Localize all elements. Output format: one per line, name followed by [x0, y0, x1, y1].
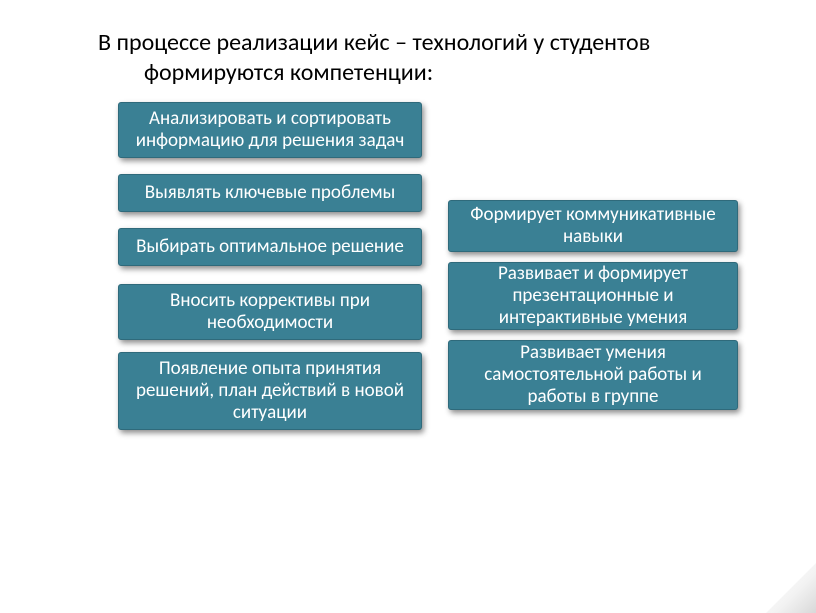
left-box-4-label: Появление опыта принятия решений, план д…	[129, 358, 411, 424]
left-box-1-label: Выявлять ключевые проблемы	[145, 182, 396, 204]
page-curl-decoration	[766, 563, 816, 613]
left-box-2: Выбирать оптимальное решение	[118, 228, 422, 266]
left-box-4: Появление опыта принятия решений, план д…	[118, 352, 422, 430]
right-box-0: Формирует коммуникативные навыки	[448, 200, 738, 252]
left-box-0: Анализировать и сортировать информацию д…	[118, 102, 422, 158]
right-box-0-label: Формирует коммуникативные навыки	[459, 204, 727, 248]
left-box-2-label: Выбирать оптимальное решение	[136, 236, 404, 258]
right-box-1: Развивает и формирует презентационные и …	[448, 262, 738, 330]
right-box-1-label: Развивает и формирует презентационные и …	[459, 263, 727, 329]
left-box-3: Вносить коррективы при необходимости	[118, 284, 422, 340]
title-line1: В процессе реализации кейс – технологий …	[98, 28, 650, 57]
left-box-0-label: Анализировать и сортировать информацию д…	[129, 108, 411, 152]
left-box-1: Выявлять ключевые проблемы	[118, 174, 422, 212]
title-line2: формируются компетенции:	[144, 58, 433, 88]
right-box-2: Развивает умения самостоятельной работы …	[448, 340, 738, 410]
slide-title: В процессе реализации кейс – технологий …	[98, 28, 650, 88]
right-box-2-label: Развивает умения самостоятельной работы …	[459, 342, 727, 408]
left-box-3-label: Вносить коррективы при необходимости	[129, 290, 411, 334]
